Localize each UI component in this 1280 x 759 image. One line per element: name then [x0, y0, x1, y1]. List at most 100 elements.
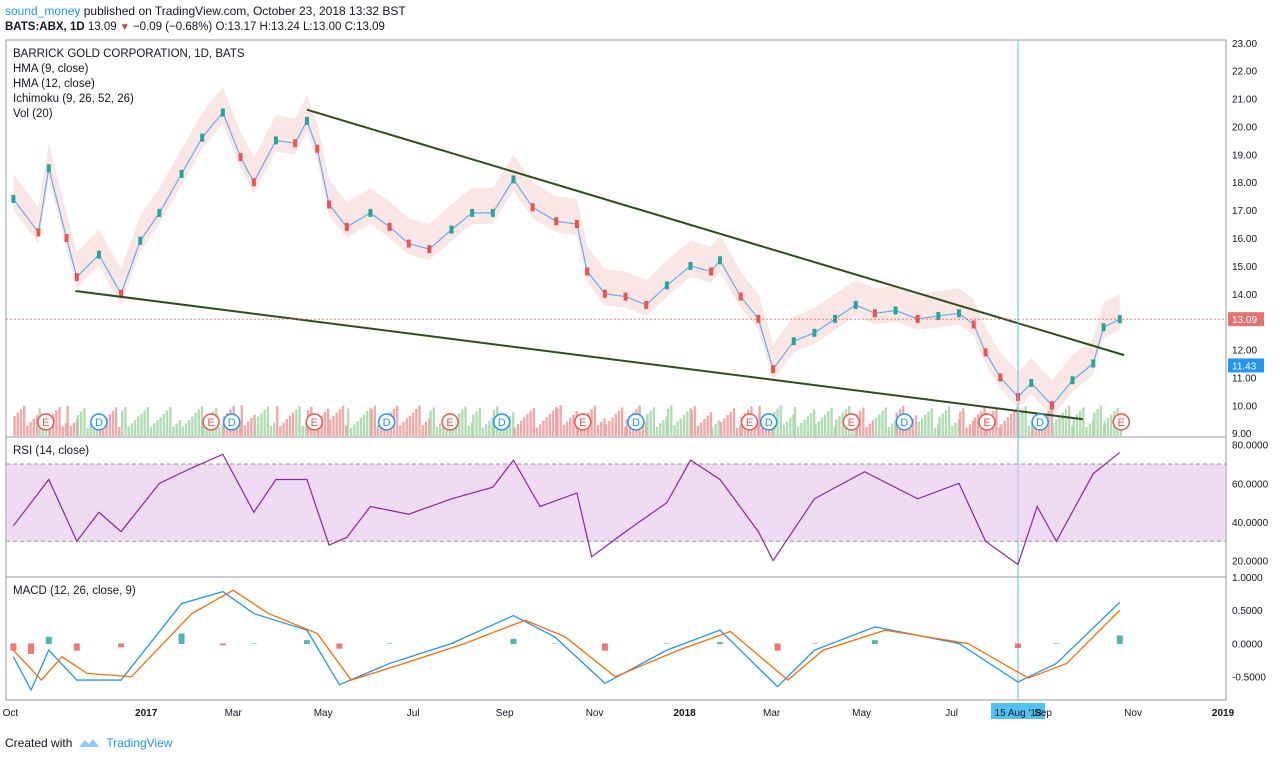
volume-bar	[379, 421, 383, 436]
price-candle	[157, 208, 162, 217]
legend-hma9[interactable]: HMA (9, close)	[13, 63, 89, 75]
volume-bar	[706, 415, 709, 436]
volume-bar	[998, 427, 1001, 436]
macd-histogram-bar	[73, 643, 80, 651]
price-candle	[344, 222, 349, 231]
volume-bar	[729, 411, 733, 436]
macd-histogram-bar	[811, 643, 818, 644]
price-candle	[1070, 376, 1075, 385]
volume-bar	[803, 419, 806, 436]
price-candle	[1029, 379, 1034, 388]
volume-bar	[432, 407, 435, 436]
volume-bar	[197, 409, 200, 436]
price-axis-label: 23.00	[1232, 39, 1257, 50]
price-axis-label: 11.00	[1232, 373, 1257, 384]
volume-bar	[488, 420, 491, 436]
price-candle	[585, 267, 590, 276]
price-candle	[406, 239, 411, 248]
macd-histogram-bar	[219, 643, 226, 646]
volume-bar	[720, 421, 723, 436]
tradingview-link[interactable]: TradingView	[106, 736, 173, 750]
volume-bar	[884, 407, 887, 436]
event-label: D	[228, 417, 236, 429]
volume-bar	[590, 408, 593, 436]
price-candle	[688, 261, 693, 270]
volume-bar	[64, 423, 68, 436]
volume-bar	[273, 422, 276, 436]
volume-bar	[1103, 421, 1106, 436]
time-axis-label: Jul	[407, 708, 420, 719]
footer: Created with TradingView	[5, 735, 172, 751]
volume-bar	[1071, 425, 1074, 436]
volume-bar	[962, 408, 965, 436]
macd-legend[interactable]: MACD (12, 26, close, 9)	[13, 584, 136, 599]
volume-bar	[405, 418, 408, 436]
volume-bar	[874, 417, 878, 436]
event-circle	[740, 413, 759, 431]
volume-bar	[971, 420, 975, 436]
volume-bar	[814, 424, 817, 436]
earnings-marker: E	[574, 413, 592, 431]
volume-bar	[624, 426, 627, 436]
volume-bar	[1082, 407, 1085, 436]
volume-bar	[806, 416, 809, 436]
hma-price-tag-bg	[1228, 358, 1264, 373]
price-candle	[293, 139, 298, 148]
volume-bar	[118, 426, 121, 436]
price-candle	[718, 256, 723, 265]
trendline	[75, 289, 1084, 421]
volume-bar	[162, 413, 166, 436]
volume-bar	[851, 425, 854, 436]
rsi-axis-label: 40.0000	[1232, 518, 1269, 529]
volume-bar	[551, 410, 555, 436]
macd-histogram-bar	[1053, 643, 1060, 644]
volume-bar	[58, 406, 61, 436]
volume-bar	[620, 407, 624, 436]
price-candle	[915, 314, 920, 323]
volume-bar	[1064, 409, 1068, 436]
event-label: E	[1118, 417, 1125, 429]
volume-bar	[1072, 417, 1075, 436]
legend-vol[interactable]: Vol (20)	[13, 108, 53, 120]
legend-ichimoku[interactable]: Ichimoku (9, 26, 52, 26)	[13, 93, 134, 105]
macd-histogram-bar	[250, 643, 257, 644]
volume-bar	[86, 427, 89, 436]
tradingview-logo-icon	[79, 739, 100, 747]
price-candle	[36, 228, 41, 237]
rsi-legend[interactable]: RSI (14, close)	[13, 444, 89, 459]
volume-bar	[758, 405, 761, 436]
price-axis-label: 15.00	[1232, 262, 1257, 273]
volume-bar	[1093, 412, 1096, 436]
event-circle	[1112, 413, 1131, 431]
volume-bar	[194, 413, 197, 436]
macd-histogram-bar	[1014, 643, 1021, 648]
price-legend: BARRICK GOLD CORPORATION, 1D, BATS HMA (…	[13, 47, 245, 122]
publish-info: published on TradingView.com, October 23…	[83, 4, 406, 18]
volume-bar	[800, 422, 803, 436]
chart-title: BARRICK GOLD CORPORATION, 1D, BATS	[13, 48, 245, 60]
volume-bar	[156, 419, 159, 436]
event-label: E	[207, 417, 214, 429]
event-label: E	[983, 417, 990, 429]
volume-bar	[862, 407, 865, 436]
legend-hma12[interactable]: HMA (12, close)	[13, 78, 95, 90]
volume-bar	[709, 412, 713, 436]
volume-bar	[1067, 405, 1071, 436]
volume-bar	[301, 425, 304, 436]
volume-bar	[539, 424, 542, 436]
volume-bar	[411, 412, 415, 436]
macd-histogram-bar	[178, 633, 185, 644]
author-link[interactable]: sound_money	[5, 4, 81, 18]
volume-bar	[600, 421, 603, 436]
volume-bar	[933, 427, 937, 436]
volume-bar	[55, 410, 58, 436]
volume-bar	[61, 426, 64, 436]
volume-bar	[1024, 406, 1027, 436]
volume-bar	[32, 418, 35, 436]
rsi-axis-label: 60.0000	[1232, 479, 1269, 490]
volume-bar	[614, 414, 617, 436]
volume-bar	[696, 425, 700, 436]
volume-bar	[153, 423, 156, 436]
time-axis-label: May	[314, 708, 333, 719]
